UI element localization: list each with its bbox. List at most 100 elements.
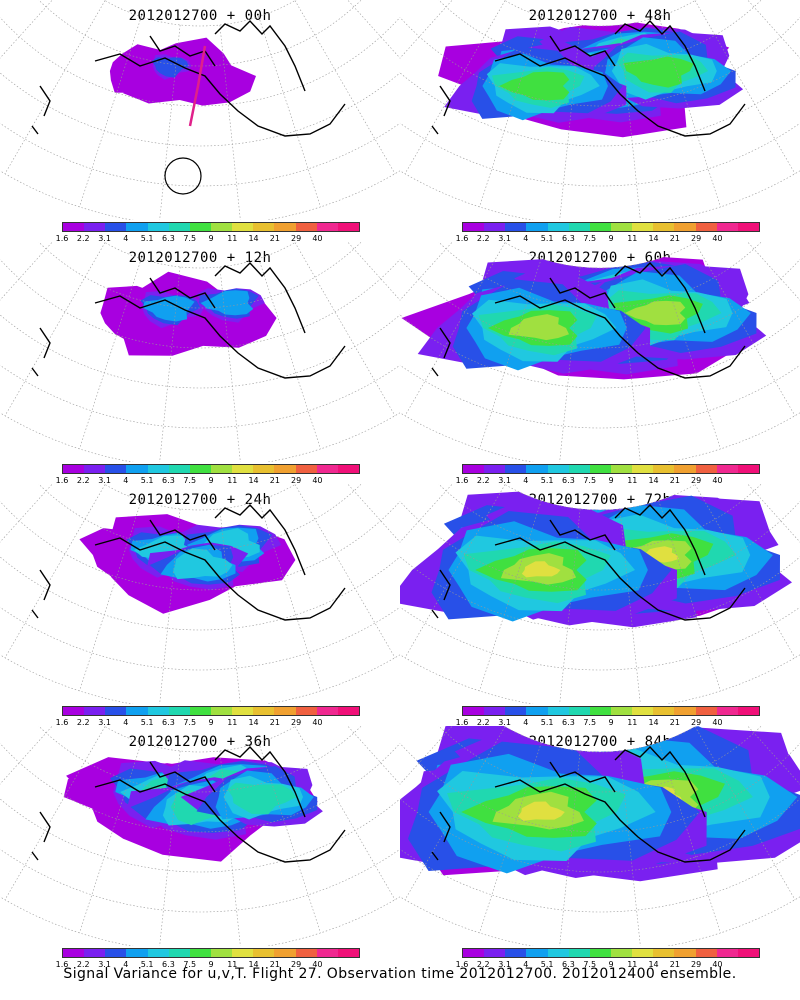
colorbar-label: 7.5 (183, 234, 197, 243)
variance-map (0, 484, 400, 704)
colorbar-swatch (568, 223, 590, 231)
colorbar-swatch (63, 465, 85, 473)
variance-field (401, 254, 767, 380)
colorbar-swatch (716, 949, 738, 957)
colorbar-label: 4 (123, 234, 129, 243)
colorbar-swatch (232, 949, 254, 957)
colorbar-swatch (526, 949, 548, 957)
forecast-panel: 2012012700 + 24h 1.6 2.2 3.1 4 5.1 6.3 7.5 9 11 14… (0, 484, 400, 729)
colorbar-swatch (253, 465, 275, 473)
colorbar-swatch (632, 465, 654, 473)
panel-title: 2012012700 + 72h (528, 492, 672, 508)
graticule (0, 484, 400, 704)
panel-title: 2012012700 + 84h (528, 734, 672, 750)
colorbar-swatch (674, 949, 696, 957)
colorbar-swatch (610, 465, 633, 473)
colorbar-label: 2.2 (476, 960, 490, 969)
colorbar-swatch (695, 949, 717, 957)
colorbar-label: 21 (269, 718, 280, 727)
coastline (31, 19, 346, 137)
colorbar-swatch (632, 223, 654, 231)
colorbar-label: 21 (669, 476, 680, 485)
variance-field (79, 514, 296, 614)
colorbar-label: 40 (712, 476, 723, 485)
colorbar-label: 7.5 (583, 718, 597, 727)
colorbar-label: 5.1 (140, 476, 154, 485)
colorbar-label: 29 (291, 234, 302, 243)
colorbar-label: 6.3 (162, 234, 175, 243)
colorbar-label: 2.2 (76, 234, 90, 243)
colorbar-labels: 1.6 2.2 3.1 4 5.1 6.3 7.5 9 11 14 21 29 40 (456, 234, 760, 244)
colorbar-swatch (316, 223, 338, 231)
colorbar-label: 5.1 (540, 718, 554, 727)
graticule (0, 726, 400, 946)
colorbar-swatch (316, 707, 338, 715)
colorbar-swatch (737, 949, 759, 957)
colorbar-label: 1.6 (55, 476, 69, 485)
colorbar-label: 29 (291, 960, 302, 969)
colorbar-swatch (168, 707, 190, 715)
colorbar-swatch (274, 949, 296, 957)
colorbar-swatch (589, 707, 611, 715)
colorbar-swatch (232, 223, 254, 231)
colorbar-label: 14 (648, 234, 659, 243)
colorbar-label: 3.1 (498, 476, 511, 485)
colorbar-swatch (610, 707, 633, 715)
colorbar-swatch (463, 465, 485, 473)
colorbar-label: 40 (312, 960, 323, 969)
colorbar-swatch (716, 223, 738, 231)
colorbar-swatch (168, 465, 190, 473)
colorbar-swatch (526, 707, 548, 715)
graticule (400, 242, 800, 462)
colorbar-label: 2.2 (76, 960, 90, 969)
forecast-panel: 2012012700 + 36h 1.6 2.2 3.1 4 5.1 6.3 7.5 9 11 14… (0, 726, 400, 971)
colorbar-label: 14 (248, 960, 259, 969)
colorbar-label: 7.5 (583, 476, 597, 485)
colorbar-swatch (210, 707, 233, 715)
colorbar-label: 29 (691, 960, 702, 969)
colorbar-label: 11 (627, 234, 638, 243)
colorbar-swatch (653, 949, 675, 957)
colorbar-swatch (632, 949, 654, 957)
colorbar-swatch (716, 707, 738, 715)
colorbar-label: 1.6 (55, 718, 69, 727)
colorbar-labels: 1.6 2.2 3.1 4 5.1 6.3 7.5 9 11 14 21 29 40 (56, 234, 360, 244)
colorbar-swatch (189, 707, 211, 715)
colorbar-label: 4 (123, 476, 129, 485)
colorbar-swatch (547, 949, 569, 957)
colorbar-swatch (632, 707, 654, 715)
colorbar-swatch (484, 223, 506, 231)
forecast-panel: 2012012700 + 00h 1.6 2.2 3.1 4 5.1 6.3 7.5 9 11 14… (0, 0, 400, 245)
colorbar-swatch (168, 223, 190, 231)
colorbar-swatch (463, 223, 485, 231)
variance-map (400, 242, 800, 462)
variance-map (0, 726, 400, 946)
colorbar-swatch (274, 223, 296, 231)
colorbar-label: 1.6 (55, 234, 69, 243)
colorbar-label: 21 (269, 476, 280, 485)
colorbar-label: 6.3 (562, 960, 575, 969)
colorbar-swatch (674, 465, 696, 473)
colorbar-label: 4 (523, 718, 529, 727)
colorbar (462, 948, 760, 958)
colorbar-swatch (589, 949, 611, 957)
colorbar-label: 14 (648, 718, 659, 727)
colorbar-label: 14 (648, 960, 659, 969)
colorbar-swatch (147, 223, 169, 231)
forecast-panel: 2012012700 + 84h 1.6 2.2 3.1 4 5.1 6.3 7.5 9 11 14… (400, 726, 800, 971)
colorbar-swatch (695, 707, 717, 715)
colorbar-swatch (337, 707, 359, 715)
colorbar-label: 21 (669, 718, 680, 727)
colorbar-swatch (295, 707, 317, 715)
colorbar (462, 222, 760, 232)
figure-caption: Signal Variance for u,v,T. Flight 27. Ob… (63, 966, 737, 982)
colorbar-swatch (337, 465, 359, 473)
colorbar-swatch (337, 949, 359, 957)
colorbar-swatch (337, 223, 359, 231)
graticule (400, 484, 800, 704)
panel-title: 2012012700 + 12h (128, 250, 272, 266)
colorbar-label: 14 (248, 234, 259, 243)
colorbar-swatch (210, 465, 233, 473)
colorbar-swatch (210, 223, 233, 231)
colorbar-label: 29 (291, 718, 302, 727)
